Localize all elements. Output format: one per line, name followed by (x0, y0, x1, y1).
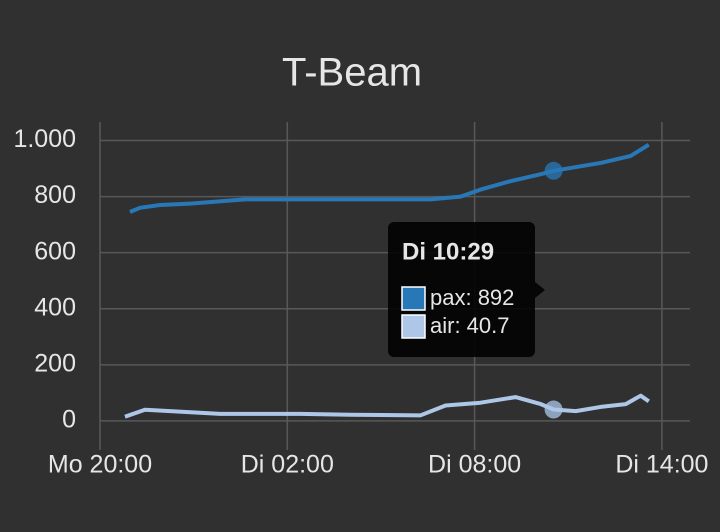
tooltip-entry: pax: 892 (430, 285, 514, 310)
y-tick-label: 0 (62, 406, 76, 434)
tooltip-title: Di 10:29 (402, 238, 494, 265)
y-tick-label: 800 (34, 181, 76, 209)
tooltip-arrow (535, 282, 545, 298)
series-line (124, 393, 650, 419)
x-tick-label: Di 14:00 (615, 451, 708, 479)
hover-point (544, 400, 563, 419)
x-tick-label: Mo 20:00 (48, 451, 152, 479)
hover-point (544, 161, 563, 180)
x-tick-label: Di 02:00 (241, 451, 334, 479)
x-tick-label: Di 08:00 (428, 451, 521, 479)
y-tick-label: 600 (34, 237, 76, 265)
y-tick-label: 400 (34, 293, 76, 321)
tooltip: Di 10:29 pax: 892 air: 40.7 (388, 222, 545, 357)
y-tick-label: 200 (34, 349, 76, 377)
chart-title: T-Beam (282, 51, 422, 95)
tooltip-swatch (401, 286, 426, 311)
tooltip-swatch (401, 314, 426, 339)
series-line (129, 143, 650, 214)
tooltip-entry: air: 40.7 (430, 313, 510, 338)
y-tick-label: 1.000 (13, 125, 76, 153)
